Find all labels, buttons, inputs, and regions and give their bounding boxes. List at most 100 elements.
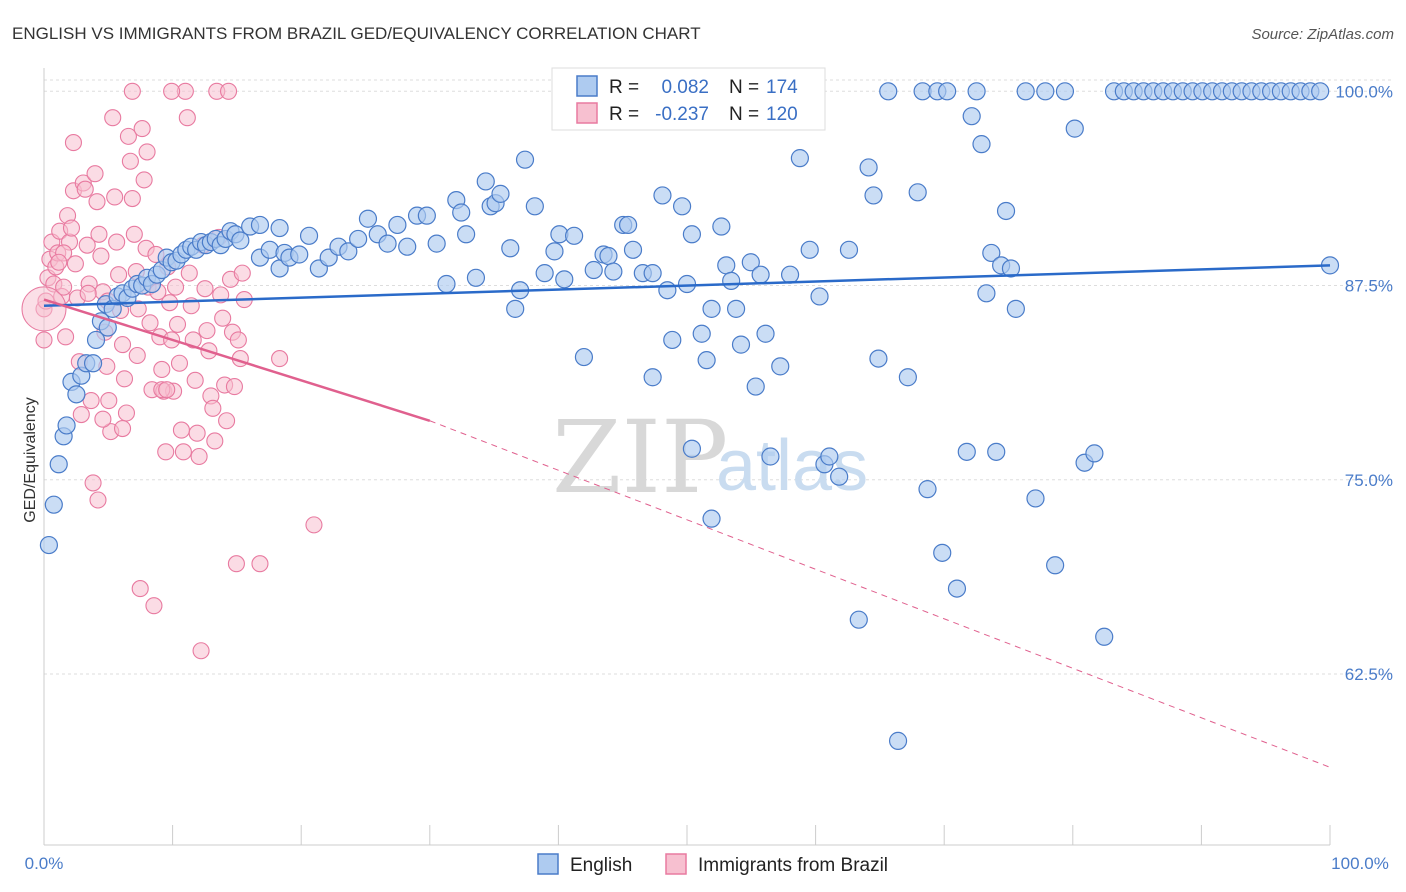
bottom-legend-brazil: Immigrants from Brazil: [698, 855, 888, 876]
english-point: [49, 455, 68, 474]
bottom-legend-swatch-brazil: [665, 853, 687, 875]
chart-source: Source: ZipAtlas.com: [1251, 26, 1394, 43]
english-point: [731, 335, 751, 354]
legend-n-value-brazil: 120: [766, 104, 798, 125]
english-point: [982, 243, 1001, 263]
brazil-point: [180, 264, 198, 282]
brazil-point: [206, 432, 224, 450]
english-point: [1036, 82, 1055, 101]
brazil-point: [196, 280, 214, 298]
english-point: [618, 215, 638, 235]
brazil-point: [170, 354, 189, 372]
legend-r-value-brazil: -0.237: [655, 104, 709, 125]
legend-swatch-brazil: [576, 102, 598, 124]
english-point: [584, 260, 603, 280]
english-point: [726, 299, 746, 318]
english-point: [712, 217, 731, 236]
chart-title: ENGLISH VS IMMIGRANTS FROM BRAZIL GED/EQ…: [12, 24, 701, 43]
english-point: [1065, 119, 1084, 138]
english-point: [299, 226, 319, 245]
english-point: [545, 242, 564, 261]
brazil-point: [123, 82, 141, 100]
english-point: [44, 495, 63, 514]
bottom-legend-english: English: [570, 855, 632, 876]
english-point: [908, 183, 927, 202]
english-point: [869, 349, 888, 368]
english-point: [1055, 82, 1075, 101]
english-point: [349, 229, 368, 249]
brazil-point: [145, 597, 163, 615]
legend-n-value-english: 174: [766, 77, 798, 98]
brazil-point: [86, 165, 104, 183]
x-tick-label-max: 100.0%: [1331, 854, 1389, 873]
brazil-point: [66, 255, 84, 273]
english-point: [388, 215, 407, 235]
english-point: [888, 731, 908, 750]
brazil-point: [90, 225, 108, 243]
brazil-point: [128, 346, 146, 365]
brazil-point: [121, 152, 139, 170]
brazil-point: [192, 642, 210, 660]
brazil-point: [72, 405, 90, 424]
brazil-point: [186, 371, 204, 389]
english-point: [780, 265, 800, 284]
english-point: [879, 82, 898, 101]
brazil-point: [166, 278, 185, 296]
english-point: [452, 203, 471, 222]
brazil-point-large: [21, 286, 67, 332]
brazil-series: [21, 82, 323, 660]
english-point: [1311, 82, 1330, 101]
english-point: [427, 234, 446, 253]
brazil-point: [251, 555, 269, 573]
watermark-zip: ZIP: [552, 399, 728, 516]
english-point: [515, 150, 535, 169]
english-point: [1001, 259, 1021, 278]
english-point: [702, 299, 721, 318]
brazil-point: [218, 412, 236, 430]
english-point: [947, 579, 967, 598]
brazil-point: [214, 309, 232, 327]
english-point: [231, 231, 250, 250]
gridlines: [44, 79, 1392, 675]
english-point: [1046, 556, 1065, 575]
english-point: [761, 447, 780, 466]
brazil-point: [35, 331, 53, 349]
brazil-point: [119, 127, 137, 145]
brazil-point: [174, 443, 192, 461]
english-point: [83, 354, 103, 373]
x-axis-ticks: [43, 825, 1331, 845]
brazil-point: [168, 315, 187, 333]
brazil-point: [117, 404, 136, 422]
brazil-point: [108, 233, 126, 251]
english-point: [506, 299, 525, 318]
english-point: [741, 253, 760, 272]
brazil-point: [305, 516, 323, 534]
english-point: [830, 467, 849, 486]
brazil-point: [125, 225, 143, 243]
english-point: [898, 368, 917, 387]
english-trendline: [43, 264, 1331, 308]
legend-swatch-english: [576, 75, 598, 97]
y-axis-label: GED/Equivalency: [22, 397, 39, 522]
english-point: [751, 265, 770, 284]
brazil-point: [163, 82, 181, 100]
english-point: [663, 330, 682, 350]
brazil-point: [123, 189, 141, 208]
english-point: [658, 281, 677, 300]
english-point: [722, 271, 741, 290]
bottom-legend-swatch-english: [537, 853, 559, 875]
brazil-point: [233, 264, 251, 282]
english-point: [864, 186, 883, 205]
english-point: [653, 186, 672, 205]
english-point: [810, 287, 829, 306]
english-point: [555, 270, 574, 289]
english-point: [339, 242, 358, 261]
brazil-point: [131, 580, 149, 598]
english-point: [962, 107, 981, 126]
english-point: [358, 209, 378, 228]
brazil-point: [92, 247, 110, 265]
english-point: [57, 416, 76, 435]
legend-n-label-english: N =: [729, 77, 759, 98]
english-point: [290, 245, 309, 264]
